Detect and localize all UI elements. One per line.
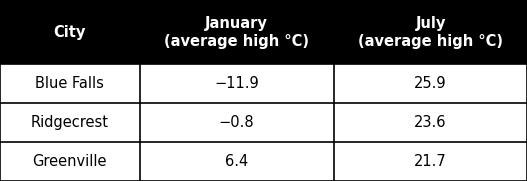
Bar	[140, 142, 334, 181]
Text: 21.7: 21.7	[414, 154, 447, 169]
Text: January
(average high °C): January (average high °C)	[164, 16, 309, 49]
Text: 6.4: 6.4	[225, 154, 248, 169]
Bar	[140, 0, 334, 64]
Text: Greenville: Greenville	[33, 154, 107, 169]
Bar	[140, 64, 334, 103]
Bar	[334, 64, 527, 103]
Text: 25.9: 25.9	[414, 76, 447, 91]
Bar	[0, 142, 140, 181]
Bar	[0, 0, 140, 64]
Text: July
(average high °C): July (average high °C)	[358, 16, 503, 49]
Bar	[334, 0, 527, 64]
Bar	[0, 64, 140, 103]
Bar	[334, 142, 527, 181]
Text: Blue Falls: Blue Falls	[35, 76, 104, 91]
Bar	[334, 103, 527, 142]
Text: City: City	[54, 25, 86, 40]
Text: −0.8: −0.8	[219, 115, 255, 130]
Text: Ridgecrest: Ridgecrest	[31, 115, 109, 130]
Text: 23.6: 23.6	[414, 115, 447, 130]
Text: −11.9: −11.9	[214, 76, 259, 91]
Bar	[0, 103, 140, 142]
Bar	[140, 103, 334, 142]
